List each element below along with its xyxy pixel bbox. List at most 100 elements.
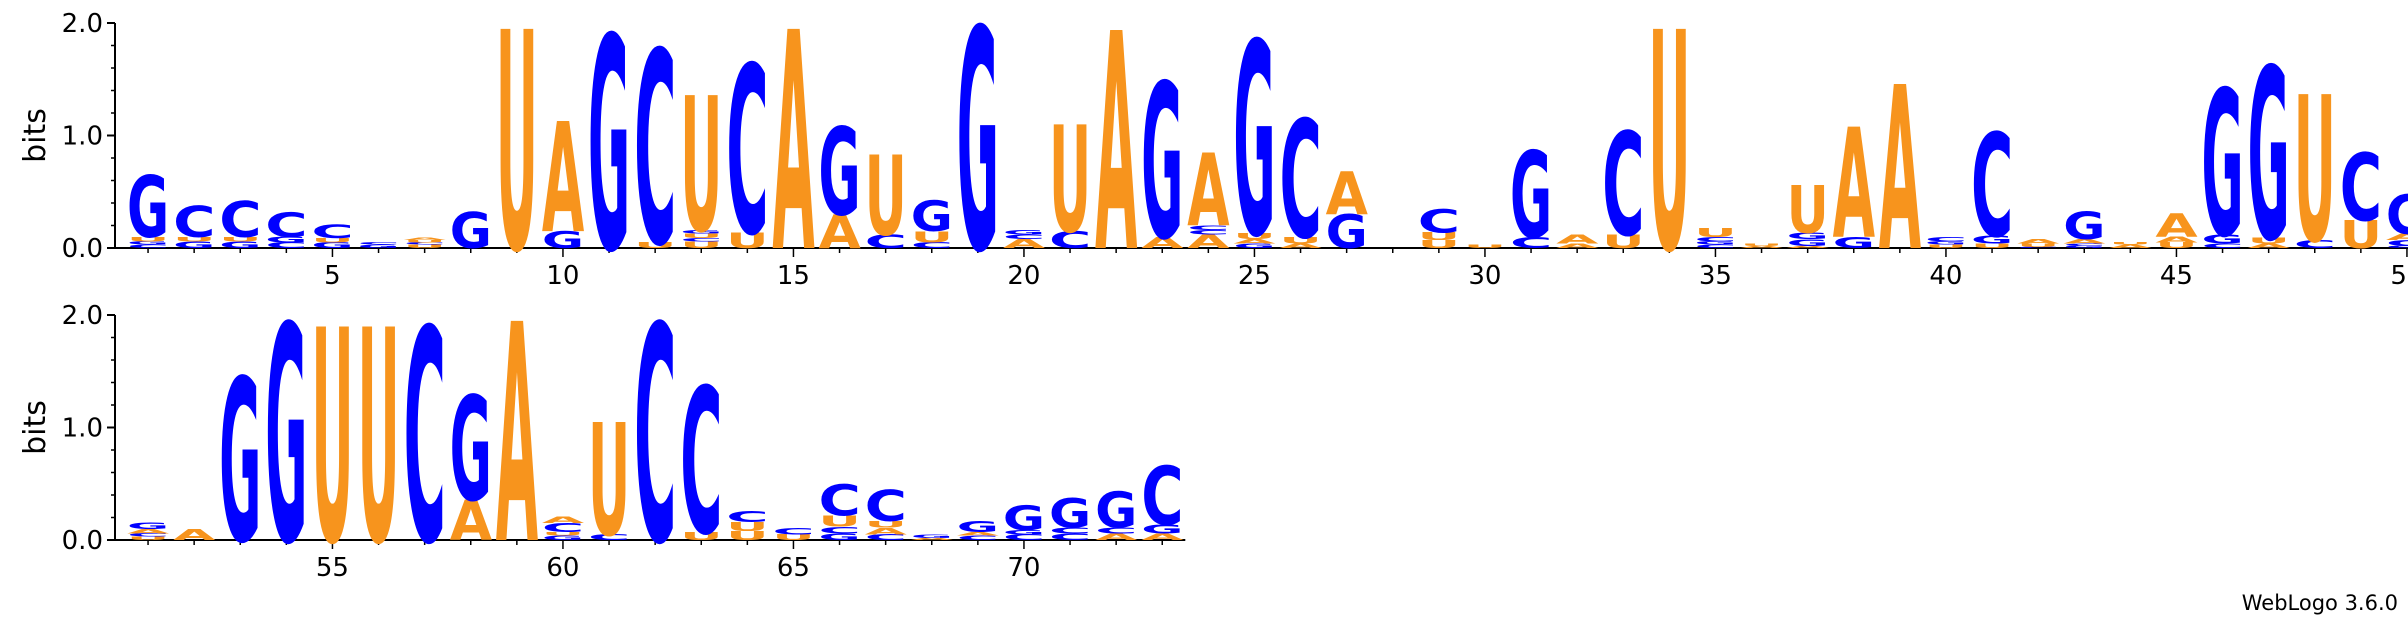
logo-column: U (1648, 0, 1690, 319)
logo-letter-u: U (1233, 232, 1275, 241)
logo-letter-g: G (1003, 499, 1045, 538)
y-tick-label: 2.0 (62, 9, 103, 39)
logo-letter-a: A (542, 515, 585, 526)
logo-letter-g: G (219, 335, 261, 594)
logo-letter-g: G (819, 102, 861, 242)
logo-letter-u: U (2248, 236, 2290, 245)
logo-letter-g: G (2248, 21, 2290, 295)
y-tick-label: 0.0 (62, 234, 103, 264)
logo-letter-g: G (1694, 240, 1736, 245)
logo-column: CU (1049, 95, 1091, 266)
logo-letter-u: U (1049, 95, 1091, 266)
logo-letter-c: C (2340, 135, 2382, 243)
logo-letter-u: U (680, 232, 722, 239)
logo-column: UC (772, 526, 814, 542)
logo-column: A (772, 0, 814, 319)
logo-letter-g: G (127, 240, 169, 245)
logo-letter-u: U (1418, 238, 1460, 251)
logo-column: GUC (311, 221, 353, 250)
logo-letter-c: C (1141, 451, 1183, 544)
logo-letter-c: C (2386, 239, 2408, 248)
logo-column: CGG (1003, 499, 1045, 541)
logo-column: UC (1602, 104, 1644, 269)
logo-column: UGC (1971, 105, 2013, 270)
logo-letter-a: A (450, 489, 493, 553)
logo-column: GA (1326, 160, 1368, 259)
logo-column: UC (726, 18, 768, 287)
logo-letter-a: A (1556, 242, 1598, 249)
logo-letter-a: A (819, 205, 861, 259)
logo-letter-c: C (865, 533, 907, 542)
logo-letter-c: C (311, 221, 353, 243)
logo-column: CCG (1049, 490, 1091, 542)
logo-letter-g: G (1233, 0, 1275, 297)
logo-letter-a: A (404, 237, 446, 241)
logo-letter-u: U (2155, 241, 2197, 250)
logo-letter-g: G (1233, 242, 1275, 249)
logo-letter-c: C (1925, 236, 1967, 243)
logo-letter-u: U (680, 239, 722, 250)
logo-letter-a: A (1741, 245, 1783, 249)
logo-letter-u: U (726, 228, 768, 253)
logo-column: U (358, 268, 400, 609)
logo-letter-a: A (1141, 234, 1183, 252)
logo-letter-u: U (1602, 231, 1644, 252)
logo-letter-g: G (450, 202, 492, 260)
logo-letter-c: C (1003, 533, 1045, 542)
logo-letter-a: A (2017, 238, 2059, 245)
logo-letter-u: U (542, 531, 584, 536)
logo-letter-a: A (1879, 39, 1921, 301)
logo-row-1: 0.01.02.0bits5101520253035404550CGUGGUCG… (18, 0, 2408, 321)
logo-column: UC (2340, 135, 2382, 258)
x-tick-label: 20 (1007, 261, 1040, 291)
logo-column: AGC (1141, 451, 1184, 544)
logo-column: AUG (2248, 21, 2290, 295)
logo-letter-u: U (1787, 173, 1829, 248)
logo-letter-g: G (1003, 529, 1045, 536)
logo-letter-a: A (1003, 237, 1046, 251)
logo-letter-g: G (1141, 522, 1183, 537)
logo-column: ACG (1003, 229, 1046, 251)
logo-column: GUC (219, 191, 261, 250)
logo-letter-u: U (173, 236, 215, 243)
logo-letter-c: C (634, 0, 676, 306)
logo-column: ACG (1095, 482, 1138, 543)
logo-letter-u: U (2294, 54, 2336, 288)
logo-letter-a: A (865, 526, 908, 537)
logo-column: AU (1741, 243, 1783, 249)
x-tick-label: 60 (546, 553, 579, 583)
logo-letter-g: G (358, 244, 400, 249)
x-tick-label: 45 (2160, 261, 2193, 291)
x-tick-label: 55 (316, 553, 349, 583)
logo-column: UUC (1418, 203, 1460, 250)
logo-letter-c: C (957, 534, 999, 541)
logo-letter-c: C (588, 533, 630, 542)
logo-column: UUC (726, 508, 768, 543)
logo-letter-c: C (1280, 86, 1322, 275)
logo-letter-u: U (1971, 242, 2013, 249)
logo-column: U (496, 0, 538, 319)
logo-column: AA (1556, 232, 1599, 249)
logo-letter-c: C (1187, 229, 1229, 236)
logo-letter-a: A (1556, 232, 1599, 246)
logo-letter-g: G (542, 227, 584, 254)
logo-letter-a: A (1095, 532, 1138, 543)
x-tick-label: 70 (1007, 553, 1040, 583)
y-tick-label: 2.0 (62, 301, 103, 331)
logo-letter-u: U (819, 512, 861, 530)
logo-column: UGC (1925, 236, 1967, 250)
logo-column: A (1095, 0, 1137, 319)
x-tick-label: 30 (1468, 261, 1501, 291)
y-tick-label: 1.0 (62, 122, 103, 152)
x-tick-label: 25 (1238, 261, 1271, 291)
logo-letter-u: U (680, 530, 722, 543)
logo-letter-u: U (2340, 213, 2382, 258)
x-tick-label: 40 (1929, 261, 1962, 291)
logo-letter-c: C (542, 521, 584, 535)
logo-letter-u: U (726, 529, 768, 543)
logo-letter-g: G (1971, 234, 2013, 247)
logo-letter-c: C (265, 241, 307, 250)
